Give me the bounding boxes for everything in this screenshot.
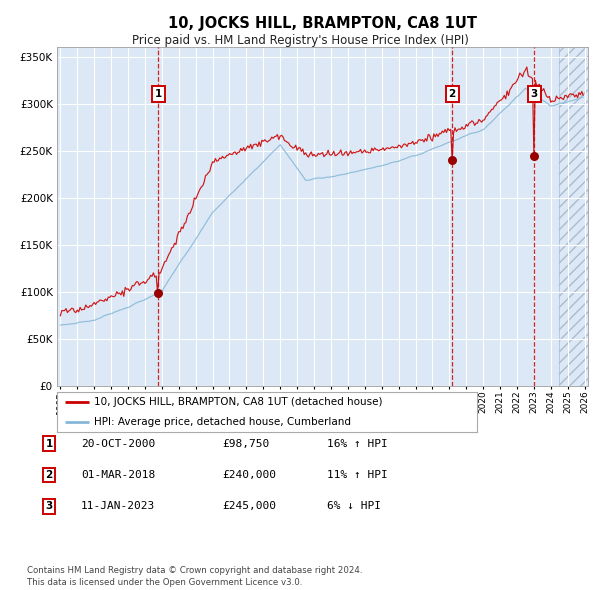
Text: 1: 1 xyxy=(155,89,162,99)
Text: Contains HM Land Registry data © Crown copyright and database right 2024.
This d: Contains HM Land Registry data © Crown c… xyxy=(27,566,362,587)
Text: 10, JOCKS HILL, BRAMPTON, CA8 1UT (detached house): 10, JOCKS HILL, BRAMPTON, CA8 1UT (detac… xyxy=(94,397,382,407)
Bar xyxy=(559,47,600,386)
Bar xyxy=(559,47,600,386)
Text: 11% ↑ HPI: 11% ↑ HPI xyxy=(327,470,388,480)
Text: £240,000: £240,000 xyxy=(222,470,276,480)
Text: 01-MAR-2018: 01-MAR-2018 xyxy=(81,470,155,480)
Text: 3: 3 xyxy=(531,89,538,99)
Text: 2: 2 xyxy=(46,470,53,480)
Text: 3: 3 xyxy=(46,502,53,511)
Text: Price paid vs. HM Land Registry's House Price Index (HPI): Price paid vs. HM Land Registry's House … xyxy=(131,34,469,47)
Text: 1: 1 xyxy=(46,439,53,448)
Text: 11-JAN-2023: 11-JAN-2023 xyxy=(81,502,155,511)
Text: £245,000: £245,000 xyxy=(222,502,276,511)
Text: HPI: Average price, detached house, Cumberland: HPI: Average price, detached house, Cumb… xyxy=(94,417,351,427)
Text: 16% ↑ HPI: 16% ↑ HPI xyxy=(327,439,388,448)
Title: 10, JOCKS HILL, BRAMPTON, CA8 1UT: 10, JOCKS HILL, BRAMPTON, CA8 1UT xyxy=(168,16,477,31)
Text: 6% ↓ HPI: 6% ↓ HPI xyxy=(327,502,381,511)
Text: £98,750: £98,750 xyxy=(222,439,269,448)
Text: 2: 2 xyxy=(449,89,456,99)
Text: 20-OCT-2000: 20-OCT-2000 xyxy=(81,439,155,448)
